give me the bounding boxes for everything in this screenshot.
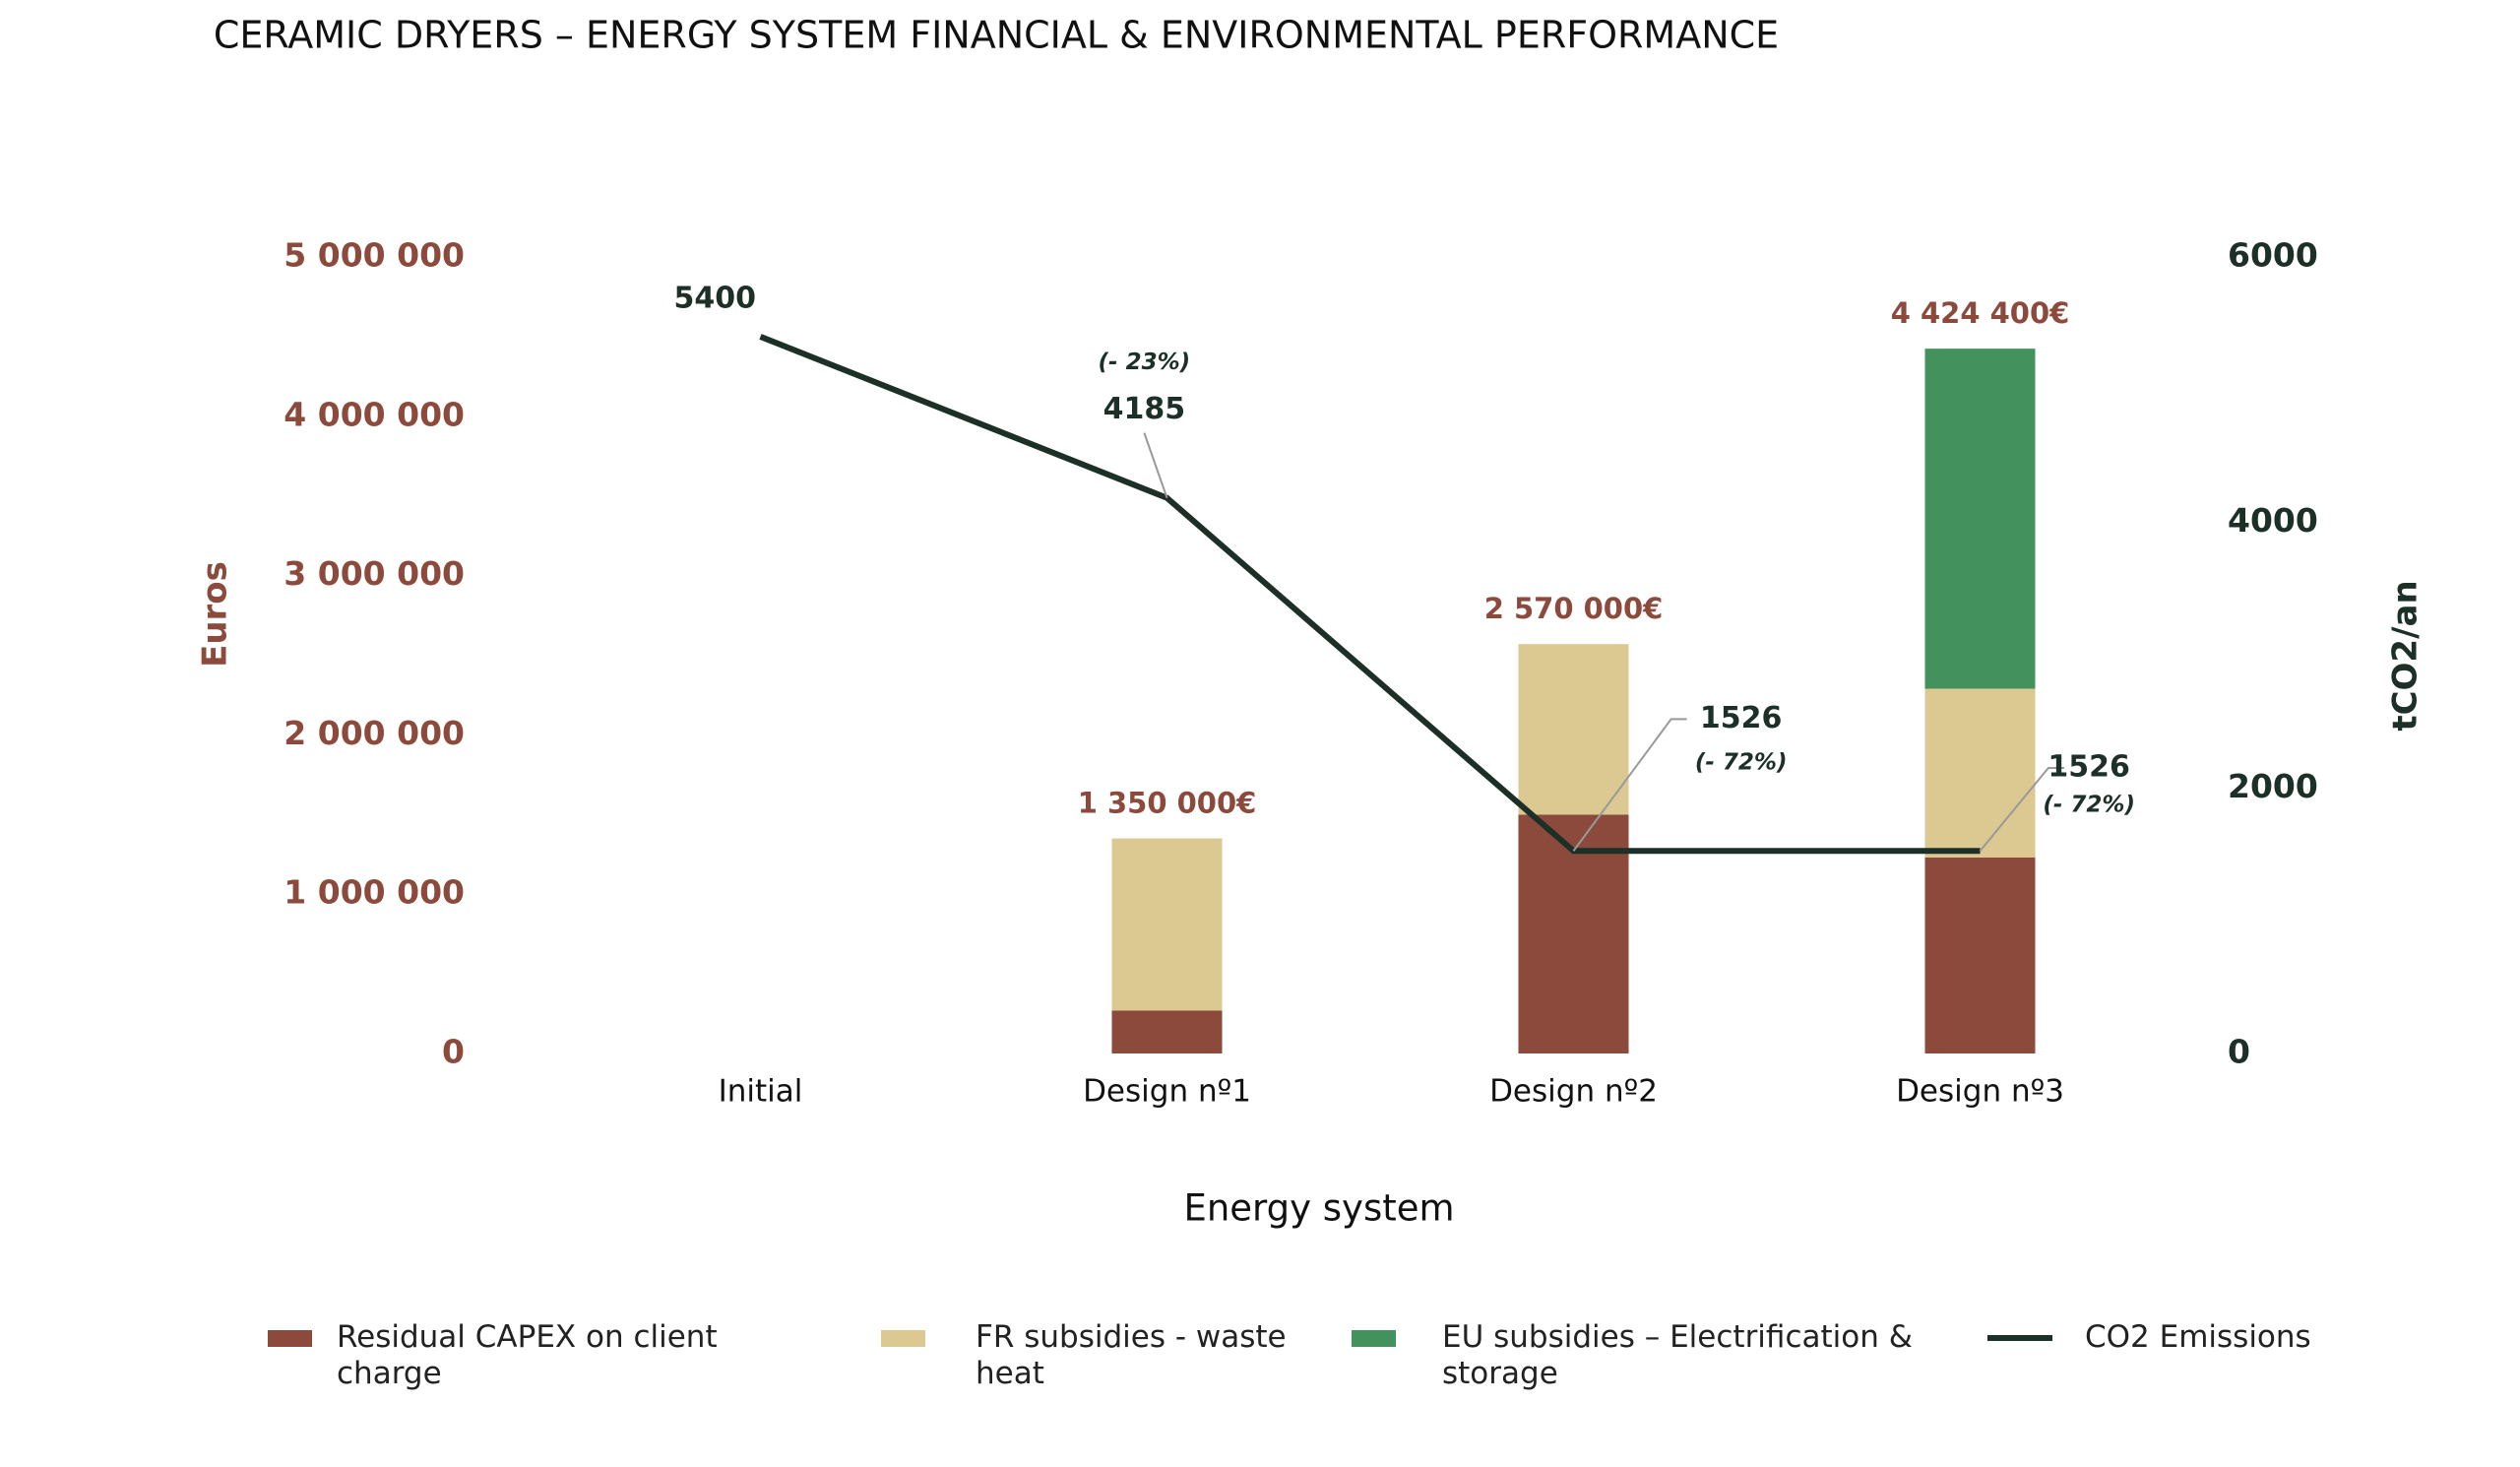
y-tick-label: 2 000 000	[284, 714, 465, 752]
legend-swatch	[881, 1330, 925, 1347]
y2-tick-label: 0	[2228, 1033, 2250, 1071]
legend-label: Residual CAPEX on client charge	[337, 1319, 718, 1392]
x-tick-label: Design nº2	[1489, 1074, 1658, 1110]
bar-segment	[1518, 814, 1629, 1053]
line-value-label: 4185	[1103, 392, 1186, 426]
y2-tick-label: 6000	[2228, 236, 2318, 275]
bar-segment	[1924, 349, 2036, 689]
change-annotation: (- 72%)	[1695, 750, 1788, 776]
change-annotation: (- 72%)	[2043, 792, 2135, 817]
legend-label: CO2 Emissions	[2085, 1319, 2311, 1355]
legend-label: EU subsidies – Electrification & storage	[1442, 1319, 1913, 1392]
change-annotation: (- 23%)	[1099, 350, 1191, 375]
bar-segment	[1924, 857, 2036, 1053]
x-tick-label: Initial	[719, 1074, 803, 1110]
bar-segment	[1111, 1010, 1223, 1053]
legend-swatch	[1352, 1330, 1396, 1347]
bar-segment	[1924, 688, 2036, 858]
y-tick-label: 5 000 000	[284, 236, 465, 275]
y-tick-label: 0	[442, 1033, 465, 1071]
x-tick-label: Design nº3	[1896, 1074, 2064, 1110]
leader-line	[1979, 766, 2064, 852]
y2-axis-title: tCO2/an	[2386, 580, 2426, 731]
bar-segment	[1518, 644, 1629, 815]
y-tick-label: 1 000 000	[284, 873, 465, 912]
line-value-label: 5400	[673, 281, 756, 315]
y2-tick-label: 4000	[2228, 501, 2318, 540]
x-axis-title: Energy system	[1183, 1187, 1454, 1230]
line-value-label: 1526	[2048, 749, 2130, 784]
legend-swatch	[1987, 1335, 2052, 1341]
y-tick-label: 3 000 000	[284, 554, 465, 593]
total-label: 4 424 400€	[1891, 296, 2070, 330]
y2-tick-label: 2000	[2228, 767, 2318, 805]
legend-swatch	[268, 1330, 312, 1347]
leader-line	[1143, 432, 1168, 499]
chart-title: CERAMIC DRYERS – ENERGY SYSTEM FINANCIAL…	[214, 14, 1779, 57]
x-tick-label: Design nº1	[1083, 1074, 1251, 1110]
line-value-label: 1526	[1700, 701, 1783, 735]
y-tick-label: 4 000 000	[284, 395, 465, 433]
bar-segment	[1111, 838, 1223, 1011]
total-label: 1 350 000€	[1078, 787, 1257, 820]
co2-line	[759, 334, 1981, 855]
total-label: 2 570 000€	[1484, 592, 1664, 625]
leader-line	[1572, 718, 1687, 852]
legend-label: FR subsidies - waste heat	[976, 1319, 1287, 1392]
y-axis-title: Euros	[196, 561, 235, 668]
